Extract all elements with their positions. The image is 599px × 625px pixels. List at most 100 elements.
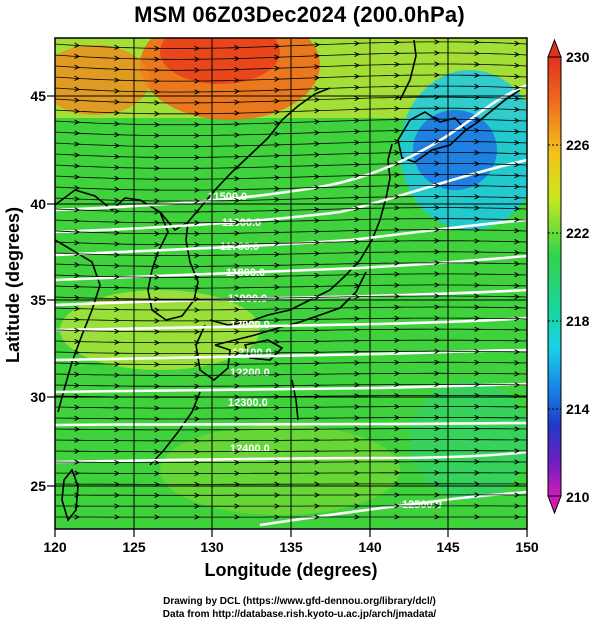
- wind-arrow: [514, 492, 521, 498]
- wind-arrow: [274, 76, 281, 82]
- wind-arrow: [474, 138, 481, 145]
- wind-arrow: [234, 176, 241, 182]
- wind-arrow: [114, 383, 121, 389]
- wind-arrow: [314, 360, 321, 366]
- wind-arrow: [434, 260, 441, 266]
- wind-arrow: [74, 75, 81, 81]
- wind-arrow: [314, 393, 321, 399]
- wind-arrow: [434, 50, 441, 56]
- wind-arrow: [314, 338, 321, 344]
- wind-arrow: [154, 372, 161, 378]
- wind-arrow: [194, 187, 201, 193]
- wind-arrow: [274, 131, 281, 137]
- wind-arrow: [274, 262, 281, 268]
- wind-arrow: [114, 164, 121, 171]
- wind-arrow: [274, 361, 281, 367]
- contour-line: [55, 218, 527, 257]
- wind-arrow: [434, 271, 441, 277]
- wind-arrow: [234, 350, 241, 356]
- wind-arrow: [514, 206, 521, 212]
- wind-arrow: [194, 78, 201, 84]
- wind-arrow: [154, 56, 161, 62]
- wind-arrow: [314, 514, 321, 520]
- wind-arrow: [274, 65, 281, 71]
- wind-arrow: [434, 204, 441, 211]
- wind-arrow: [274, 218, 281, 225]
- wind-arrow: [394, 304, 401, 310]
- wind-arrow: [514, 503, 521, 509]
- wind-arrow: [354, 161, 361, 168]
- colorbar-label: 210: [566, 489, 590, 505]
- wind-arrow: [154, 274, 161, 280]
- colorbar-label: 222: [566, 225, 590, 241]
- wind-arrow: [74, 141, 81, 147]
- wind-arrow: [194, 470, 201, 477]
- y-tick-label: 40: [30, 196, 46, 212]
- coast-honshu: [209, 143, 393, 326]
- wind-arrow: [74, 163, 81, 169]
- wind-arrow: [154, 165, 161, 171]
- contour-line: [55, 450, 527, 464]
- wind-arrow: [234, 328, 241, 335]
- wind-arrow: [234, 110, 241, 116]
- wind-arrow: [74, 294, 81, 301]
- wind-arrow: [314, 141, 321, 147]
- wind-arrow: [514, 217, 521, 223]
- y-axis-title: Latitude (degrees): [3, 207, 23, 363]
- wind-arrow: [154, 154, 161, 160]
- wind-arrow: [274, 459, 281, 465]
- contour-label: 12200.0: [230, 367, 270, 379]
- wind-arrow: [514, 139, 521, 146]
- wind-arrow: [354, 316, 361, 322]
- wind-arrow: [154, 263, 161, 269]
- coast-kurils: [465, 89, 521, 131]
- wind-arrow: [234, 77, 241, 84]
- wind-arrow: [514, 172, 521, 179]
- wind-arrow: [234, 143, 241, 149]
- wind-arrow: [354, 40, 361, 47]
- wind-arrow: [114, 142, 121, 149]
- wind-arrow: [154, 307, 161, 313]
- wind-arrow: [514, 437, 521, 443]
- wind-arrow: [474, 437, 481, 443]
- wind-arrow: [234, 317, 241, 324]
- wind-arrow: [354, 194, 361, 201]
- wind-arrow: [394, 415, 401, 421]
- wind-arrow: [514, 316, 521, 322]
- wind-arrow: [114, 459, 121, 466]
- wind-arrow: [394, 514, 401, 520]
- wind-arrow: [474, 370, 481, 377]
- wind-arrow: [354, 404, 361, 410]
- wind-arrow: [234, 263, 241, 269]
- wind-arrow: [354, 360, 361, 366]
- wind-arrow: [154, 198, 161, 204]
- wind-arrow: [394, 293, 401, 299]
- wind-arrow: [194, 329, 201, 335]
- x-tick-label: 130: [200, 539, 224, 555]
- wind-arrow: [194, 263, 201, 270]
- wind-arrow: [74, 459, 81, 465]
- wind-arrow: [474, 271, 481, 277]
- wind-arrow: [394, 381, 401, 388]
- wind-arrow: [74, 338, 81, 345]
- wind-arrow: [394, 492, 401, 498]
- wind-arrow: [114, 88, 121, 94]
- wind-arrow: [474, 315, 481, 321]
- wind-arrow: [234, 165, 241, 171]
- wind-arrow: [434, 182, 441, 189]
- wind-arrow: [354, 514, 361, 520]
- wind-arrow: [354, 459, 361, 465]
- wind-arrow: [474, 249, 481, 255]
- wind-arrow: [514, 228, 521, 234]
- wind-arrow: [274, 328, 281, 334]
- wind-arrow: [74, 229, 81, 235]
- contour-label: 12300.0: [228, 397, 268, 409]
- wind-arrow: [434, 116, 441, 122]
- wind-arrow: [154, 132, 161, 139]
- wind-arrow: [154, 329, 161, 335]
- wind-arrow: [274, 164, 281, 170]
- wind-arrow: [114, 175, 121, 182]
- wind-arrow: [514, 150, 521, 157]
- colorbar-label: 226: [566, 137, 590, 153]
